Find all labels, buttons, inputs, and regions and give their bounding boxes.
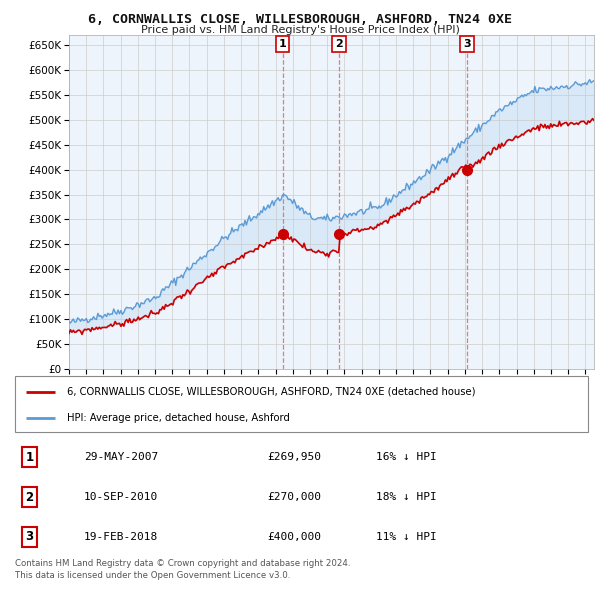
Text: £270,000: £270,000 bbox=[267, 492, 321, 502]
Text: 3: 3 bbox=[25, 530, 34, 543]
Text: 6, CORNWALLIS CLOSE, WILLESBOROUGH, ASHFORD, TN24 0XE (detached house): 6, CORNWALLIS CLOSE, WILLESBOROUGH, ASHF… bbox=[67, 386, 475, 396]
Text: 1: 1 bbox=[25, 451, 34, 464]
FancyBboxPatch shape bbox=[15, 376, 588, 432]
Text: 29-MAY-2007: 29-MAY-2007 bbox=[84, 452, 158, 462]
Text: 11% ↓ HPI: 11% ↓ HPI bbox=[376, 532, 437, 542]
Text: 16% ↓ HPI: 16% ↓ HPI bbox=[376, 452, 437, 462]
Text: 6, CORNWALLIS CLOSE, WILLESBOROUGH, ASHFORD, TN24 0XE: 6, CORNWALLIS CLOSE, WILLESBOROUGH, ASHF… bbox=[88, 13, 512, 26]
Text: Price paid vs. HM Land Registry's House Price Index (HPI): Price paid vs. HM Land Registry's House … bbox=[140, 25, 460, 35]
Text: 2: 2 bbox=[335, 39, 343, 49]
Text: 3: 3 bbox=[463, 39, 471, 49]
Text: HPI: Average price, detached house, Ashford: HPI: Average price, detached house, Ashf… bbox=[67, 414, 289, 424]
Text: 2: 2 bbox=[25, 490, 34, 504]
Text: 19-FEB-2018: 19-FEB-2018 bbox=[84, 532, 158, 542]
Text: £400,000: £400,000 bbox=[267, 532, 321, 542]
Text: 10-SEP-2010: 10-SEP-2010 bbox=[84, 492, 158, 502]
Text: Contains HM Land Registry data © Crown copyright and database right 2024.
This d: Contains HM Land Registry data © Crown c… bbox=[15, 559, 350, 580]
Text: £269,950: £269,950 bbox=[267, 452, 321, 462]
Text: 18% ↓ HPI: 18% ↓ HPI bbox=[376, 492, 437, 502]
Text: 1: 1 bbox=[279, 39, 286, 49]
